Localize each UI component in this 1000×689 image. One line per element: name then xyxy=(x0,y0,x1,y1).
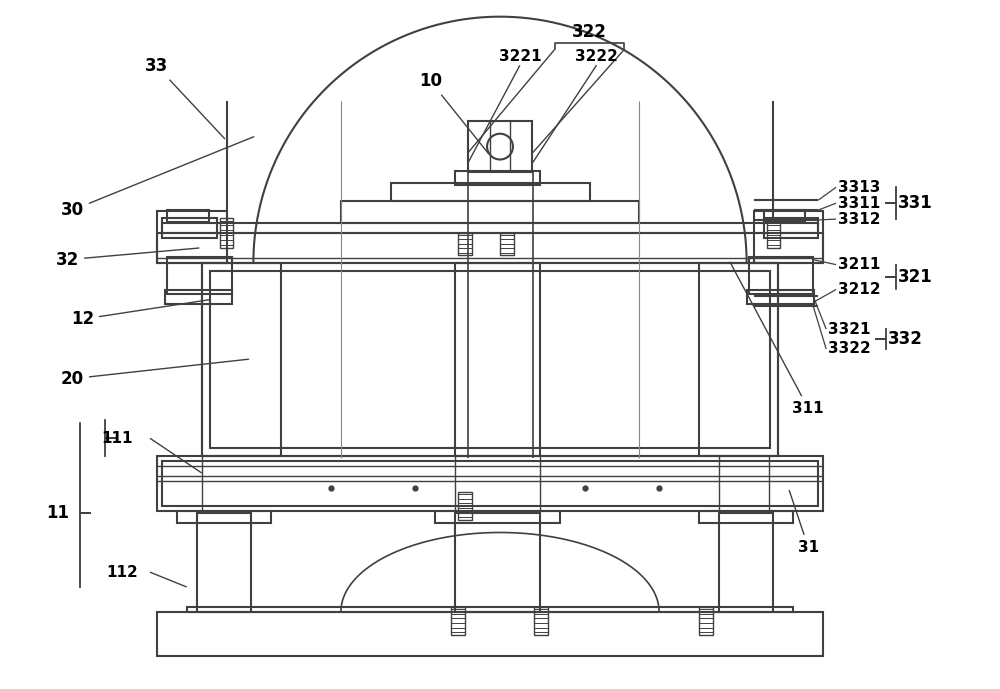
Text: 112: 112 xyxy=(106,565,138,579)
Text: 31: 31 xyxy=(789,491,819,555)
Text: 3211: 3211 xyxy=(838,257,880,272)
Bar xyxy=(220,218,233,248)
Bar xyxy=(167,257,232,294)
Text: 331: 331 xyxy=(898,194,933,212)
Bar xyxy=(500,233,514,255)
Text: 111: 111 xyxy=(101,431,133,446)
Bar xyxy=(162,461,818,506)
Bar xyxy=(455,263,540,456)
Bar xyxy=(451,607,465,635)
Text: 322: 322 xyxy=(572,23,607,41)
Bar xyxy=(157,612,823,657)
Text: 3322: 3322 xyxy=(828,342,871,356)
Bar xyxy=(455,172,540,185)
Bar xyxy=(210,271,770,448)
Bar xyxy=(202,263,778,456)
Bar xyxy=(699,511,793,522)
Text: 3321: 3321 xyxy=(828,322,871,337)
Text: 3312: 3312 xyxy=(838,212,881,227)
Bar xyxy=(157,233,823,263)
Text: 311: 311 xyxy=(730,262,824,416)
Bar xyxy=(764,210,805,222)
Bar xyxy=(341,201,639,223)
Bar xyxy=(468,121,532,172)
Bar xyxy=(167,210,209,222)
Bar xyxy=(177,511,271,522)
Bar xyxy=(747,291,814,305)
Text: 30: 30 xyxy=(61,136,254,219)
Bar xyxy=(699,607,713,635)
Bar xyxy=(157,456,823,511)
Text: 10: 10 xyxy=(419,72,488,154)
Text: 12: 12 xyxy=(71,300,209,328)
Bar xyxy=(197,513,251,612)
Bar xyxy=(455,513,540,612)
Bar xyxy=(749,257,813,294)
Bar xyxy=(162,223,818,233)
Bar xyxy=(458,233,472,255)
Bar xyxy=(202,263,281,456)
Text: 3311: 3311 xyxy=(838,196,880,211)
Bar xyxy=(187,607,793,612)
Bar xyxy=(764,218,818,238)
Bar xyxy=(157,211,227,263)
Bar xyxy=(435,511,560,522)
Bar xyxy=(719,513,773,612)
Text: 332: 332 xyxy=(888,330,923,348)
Text: 20: 20 xyxy=(61,359,249,388)
Text: 32: 32 xyxy=(56,248,199,269)
Text: 321: 321 xyxy=(898,267,933,285)
Bar xyxy=(534,607,548,635)
Bar xyxy=(699,263,778,456)
Bar xyxy=(391,183,590,201)
Bar xyxy=(754,211,823,263)
Bar xyxy=(458,492,472,520)
Bar xyxy=(767,218,780,248)
Bar xyxy=(165,291,232,305)
Bar xyxy=(162,218,217,238)
Text: 3313: 3313 xyxy=(838,180,880,195)
Text: 3212: 3212 xyxy=(838,282,881,297)
Text: 33: 33 xyxy=(145,57,225,138)
Text: 3222: 3222 xyxy=(575,49,618,64)
Text: 11: 11 xyxy=(46,504,69,522)
Text: 3221: 3221 xyxy=(499,49,541,64)
